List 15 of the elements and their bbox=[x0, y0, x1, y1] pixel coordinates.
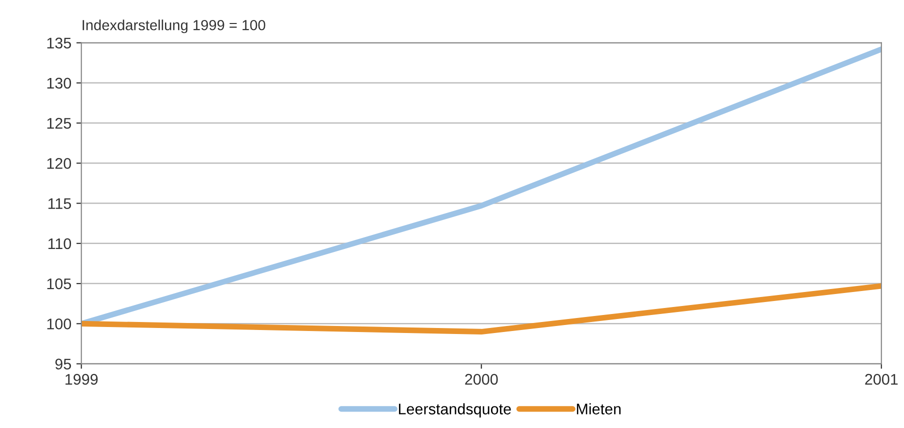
y-tick-label: 120 bbox=[47, 158, 72, 169]
y-tick-label: 130 bbox=[47, 78, 72, 89]
x-tick-label: 1999 bbox=[66, 374, 98, 385]
y-tick-label: 125 bbox=[47, 118, 71, 129]
x-tick-label: 2001 bbox=[865, 374, 898, 385]
chart-title: Indexdarstellung 1999 = 100 bbox=[82, 20, 266, 34]
x-tick-label: 2000 bbox=[465, 374, 498, 385]
y-tick-label: 105 bbox=[47, 278, 71, 290]
y-tick-label: 110 bbox=[48, 238, 72, 250]
y-tick-label: 100 bbox=[47, 318, 72, 330]
y-tick-label: 95 bbox=[55, 358, 71, 370]
legend-label: Leerstandsquote bbox=[398, 403, 511, 418]
y-tick-label: 135 bbox=[47, 38, 71, 48]
y-tick-label: 115 bbox=[48, 198, 71, 209]
legend-label: Mieten bbox=[576, 403, 621, 414]
